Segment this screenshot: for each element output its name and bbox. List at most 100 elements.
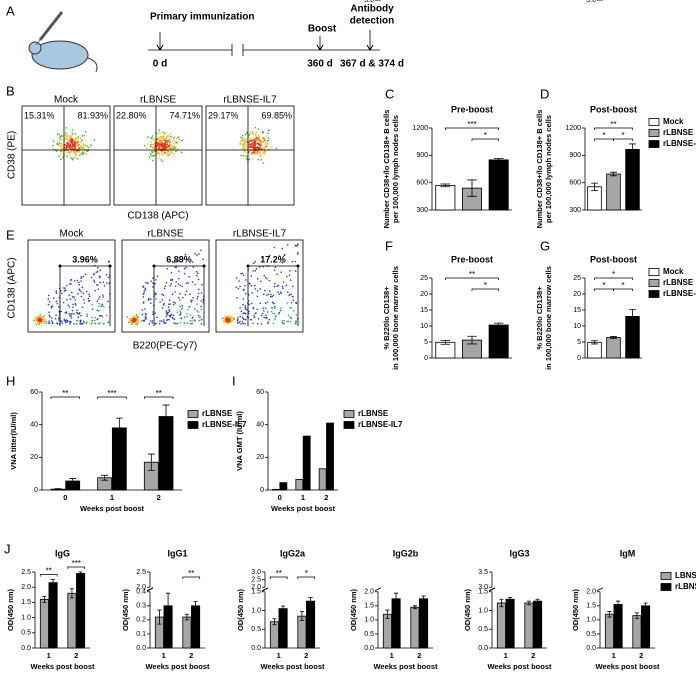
flow-event	[84, 144, 87, 147]
flow-event	[240, 310, 243, 313]
gate-handle	[246, 264, 250, 268]
axis-break	[596, 587, 604, 592]
x-tick-label: 1	[504, 651, 508, 660]
flow-event	[33, 319, 36, 322]
significance-label: *	[602, 281, 605, 290]
bar	[326, 422, 334, 491]
flow-event	[58, 133, 61, 136]
x-tick-label: 1	[47, 651, 51, 660]
y-tick-label: 0.5	[364, 631, 374, 638]
flow-event	[175, 280, 178, 283]
flow-event	[262, 307, 265, 310]
flow-event	[161, 139, 163, 142]
plot-title: rLBNSE-IL7	[223, 95, 277, 106]
error-bar	[157, 609, 162, 625]
flow-event	[254, 312, 257, 315]
y-tick-label: 600	[416, 180, 428, 187]
error-bar	[643, 602, 648, 610]
gate-handle	[58, 264, 62, 268]
flow-event	[145, 314, 148, 316]
error-bar	[591, 340, 598, 345]
flow-event	[165, 310, 168, 312]
flow-event	[79, 141, 82, 144]
flow-event	[71, 309, 74, 312]
gate-percent: 74.71%	[169, 110, 200, 120]
flow-event	[174, 147, 177, 150]
flow-event	[274, 316, 277, 319]
flow-event	[153, 138, 156, 140]
error-bar	[440, 340, 451, 345]
flow-event	[56, 133, 59, 136]
flow-event	[266, 301, 269, 304]
flow-event	[266, 322, 269, 325]
y-tick-label: 0.5	[21, 630, 31, 637]
flow-event	[264, 141, 267, 144]
flow-event	[169, 279, 172, 281]
flow-event	[181, 307, 184, 309]
flow-event	[233, 318, 235, 320]
flow-event	[254, 260, 257, 263]
flow-event	[271, 306, 274, 309]
flow-event	[165, 139, 167, 142]
flow-event	[250, 284, 253, 287]
flow-event	[177, 283, 180, 285]
flow-event	[64, 320, 66, 322]
bar	[279, 482, 288, 491]
flow-event	[200, 292, 203, 294]
axis-label: CD138 (APC)	[7, 257, 18, 318]
flow-event	[196, 310, 198, 312]
flow-event	[281, 287, 284, 289]
x-axis-label: Weeks post boost	[30, 662, 95, 671]
y-axis-label: OD(450 nm)	[571, 588, 580, 631]
flow-event	[189, 305, 191, 308]
flow-event	[47, 303, 50, 306]
flow-event	[65, 132, 67, 134]
flow-event	[191, 281, 194, 283]
flow-event	[202, 258, 204, 261]
flow-event	[152, 155, 155, 157]
flow-event	[171, 278, 174, 281]
flow-event	[82, 153, 85, 156]
bar	[382, 613, 392, 649]
flow-event	[102, 296, 104, 298]
flow-event	[190, 301, 193, 303]
flow-event	[63, 287, 65, 289]
flow-event	[83, 298, 85, 301]
flow-event	[163, 319, 165, 321]
flow-event	[152, 143, 155, 146]
flow-event	[37, 317, 40, 320]
flow-event	[75, 156, 77, 159]
flow-event	[280, 307, 282, 310]
flow-event	[244, 145, 247, 148]
flow-event	[70, 321, 72, 324]
bar	[318, 468, 327, 491]
flow-event	[230, 317, 233, 319]
flow-event	[137, 318, 139, 320]
y-tick-label: 15	[420, 307, 428, 314]
flow-event	[71, 144, 74, 146]
flow-event	[244, 318, 247, 321]
flow-event	[74, 133, 77, 135]
flow-event	[75, 144, 78, 147]
flow-event	[81, 306, 84, 308]
flow-event	[254, 138, 257, 141]
error-bar	[499, 598, 504, 608]
flow-event	[79, 154, 81, 157]
flow-event	[67, 144, 70, 147]
flow-event	[260, 139, 263, 142]
flow-event	[295, 323, 297, 325]
flow-event	[194, 308, 196, 310]
flow-event	[163, 138, 166, 141]
flow-event	[75, 323, 78, 325]
flow-event	[64, 134, 67, 137]
flow-event	[34, 316, 37, 319]
flow-event	[191, 320, 193, 322]
flow-event	[95, 271, 98, 273]
flow-event	[197, 272, 199, 275]
significance-label: *	[305, 569, 308, 578]
flow-event	[75, 137, 78, 140]
x-axis-label: Weeks post boost	[80, 504, 145, 513]
flow-event	[259, 146, 262, 149]
flow-event	[267, 132, 269, 134]
flow-event	[275, 315, 277, 317]
